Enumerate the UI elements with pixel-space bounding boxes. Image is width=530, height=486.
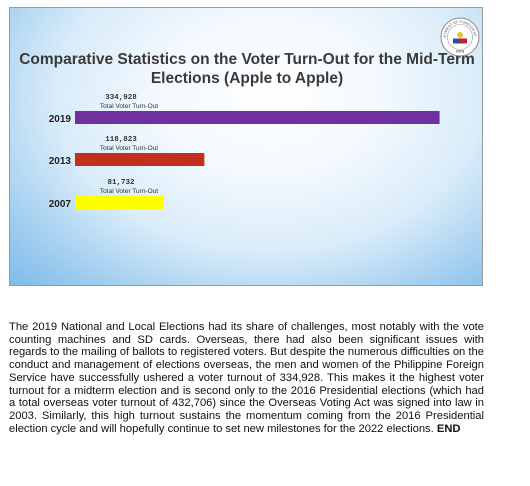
chart-title: Comparative Statistics on the Voter Turn…: [19, 51, 475, 87]
value-label-2013: 118,823: [105, 136, 137, 144]
article-body: The 2019 National and Local Elections ha…: [9, 321, 484, 435]
category-label-2007: 2007: [49, 199, 72, 210]
category-label-2013: 2013: [49, 156, 72, 167]
bar-caption-2019: Total Voter Turn-Out: [100, 103, 158, 110]
chart-slide: Comparative Statistics on the Voter Turn…: [9, 7, 483, 286]
value-label-2019: 334,928: [105, 94, 137, 102]
bar-caption-2007: Total Voter Turn-Out: [100, 188, 158, 195]
bar-2019: [75, 111, 440, 124]
seal-bottom-text: OVS: [456, 49, 465, 54]
bar-caption-2013: Total Voter Turn-Out: [100, 145, 158, 152]
value-label-2007: 81,732: [107, 179, 135, 187]
category-label-2019: 2019: [49, 114, 72, 125]
bar-2013: [75, 153, 205, 166]
article-paragraph: The 2019 National and Local Elections ha…: [9, 321, 484, 435]
article-end-marker: END: [436, 422, 461, 435]
dfa-seal-icon: DEPARTMENT OF FOREIGN AFFAIRS OVS: [440, 17, 480, 57]
bar-2007: [75, 196, 164, 209]
